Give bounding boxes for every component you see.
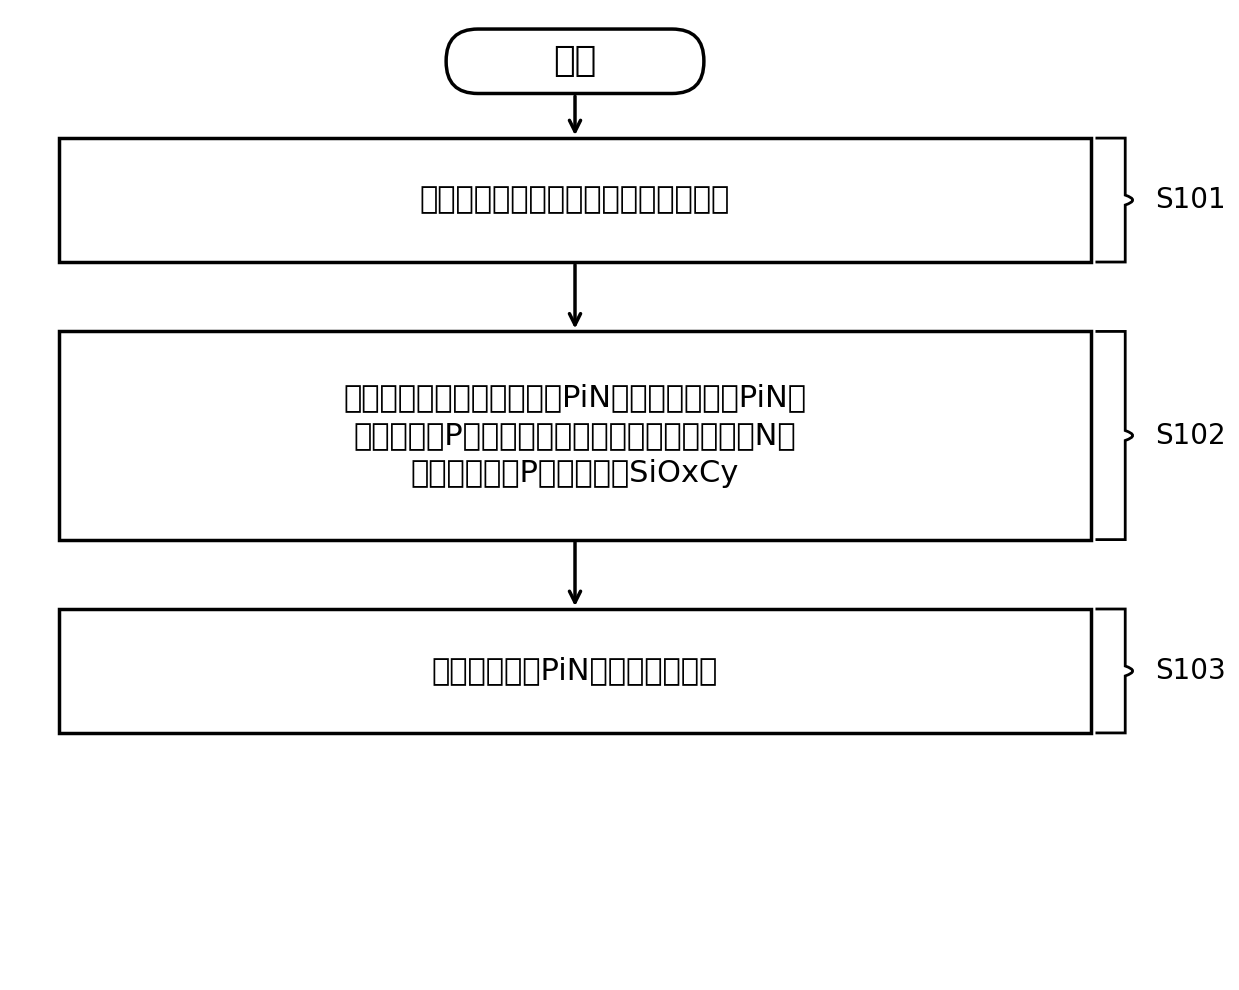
Text: S103: S103 xyxy=(1155,657,1225,685)
Text: 在所述前电极上形成非晶硅PiN结，所述非晶硅PiN结: 在所述前电极上形成非晶硅PiN结，所述非晶硅PiN结 xyxy=(343,383,807,413)
FancyBboxPatch shape xyxy=(59,609,1090,733)
FancyBboxPatch shape xyxy=(59,332,1090,540)
Text: 掺杂层，非晶P型掺杂层为SiOxCy: 掺杂层，非晶P型掺杂层为SiOxCy xyxy=(411,458,740,488)
Text: 在所述非晶硅PiN结上形成背电极: 在所述非晶硅PiN结上形成背电极 xyxy=(432,656,719,685)
FancyBboxPatch shape xyxy=(446,29,704,93)
FancyBboxPatch shape xyxy=(59,138,1090,262)
Text: 提供一衬底，在所述衬底上形成前电极: 提供一衬底，在所述衬底上形成前电极 xyxy=(420,185,730,215)
Text: S102: S102 xyxy=(1155,422,1225,449)
Text: 包括：非晶P型掺杂层、非晶硅本征吸收层和非晶N型: 包括：非晶P型掺杂层、非晶硅本征吸收层和非晶N型 xyxy=(353,421,797,450)
Text: S101: S101 xyxy=(1155,186,1225,214)
Text: 开始: 开始 xyxy=(554,45,597,78)
